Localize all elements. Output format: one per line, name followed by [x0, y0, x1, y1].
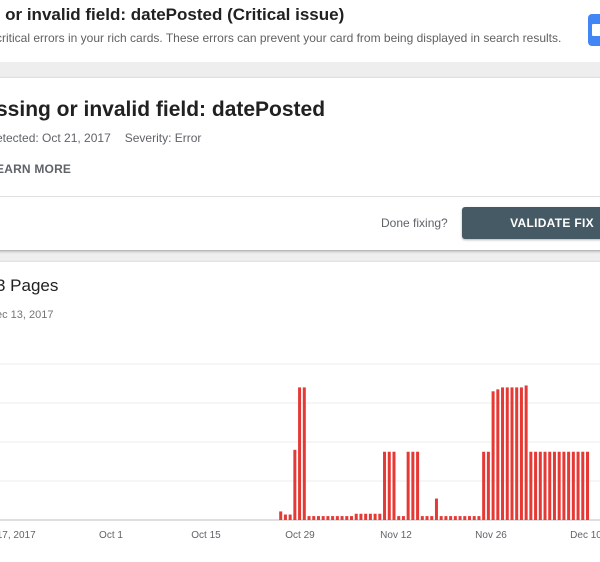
- chart-bar[interactable]: [458, 516, 462, 520]
- chart-bar[interactable]: [279, 511, 283, 520]
- issue-meta: etected: Oct 21, 2017 Severity: Error: [0, 131, 201, 145]
- chart-bar[interactable]: [430, 516, 434, 520]
- chart-bar[interactable]: [444, 516, 448, 520]
- chart-bar[interactable]: [449, 516, 453, 520]
- chart-bar[interactable]: [571, 451, 575, 520]
- chart-bar[interactable]: [406, 451, 410, 520]
- chart-bar[interactable]: [557, 451, 561, 520]
- chart-bar[interactable]: [392, 451, 396, 520]
- chart-bar[interactable]: [331, 516, 335, 520]
- chart-bar[interactable]: [482, 451, 486, 520]
- chart-bar[interactable]: [562, 451, 566, 520]
- chart-bar[interactable]: [416, 451, 420, 520]
- chart-bar[interactable]: [283, 514, 287, 520]
- chart-bar[interactable]: [364, 513, 368, 520]
- chart-bar[interactable]: [586, 451, 589, 520]
- x-tick-label: Nov 12: [380, 530, 412, 541]
- x-tick-label: o 17, 2017: [0, 530, 36, 541]
- validate-fix-label: VALIDATE FIX: [510, 216, 594, 230]
- share-button[interactable]: [588, 14, 600, 46]
- chart-date: ec 13, 2017: [0, 309, 54, 321]
- chart-bar[interactable]: [420, 516, 424, 520]
- chart-bar[interactable]: [519, 387, 523, 520]
- chart-bar[interactable]: [468, 516, 471, 520]
- chart-bar[interactable]: [359, 513, 363, 520]
- chart-bar[interactable]: [387, 451, 391, 520]
- chart-bar[interactable]: [345, 516, 349, 520]
- chart-bar[interactable]: [383, 451, 387, 520]
- chart-bar[interactable]: [335, 516, 339, 520]
- chart-bar[interactable]: [496, 389, 500, 520]
- severity: Severity: Error: [124, 131, 202, 145]
- chart-bar[interactable]: [477, 516, 481, 520]
- x-tick-label: Nov 26: [475, 530, 507, 541]
- error-chart: o 17, 2017 Oct 1 Oct 15 Oct 29 Nov 12 Nov 26 D…: [0, 363, 600, 541]
- chart-bar[interactable]: [463, 516, 467, 520]
- chart-card: 3 Pages ec 13, 2017 o 17, 2017 Oct 1 Oct 1…: [0, 262, 600, 562]
- chart-bar[interactable]: [434, 498, 438, 520]
- chart-bar[interactable]: [307, 516, 311, 520]
- chart-bar[interactable]: [288, 514, 292, 520]
- chart-bar[interactable]: [486, 451, 490, 520]
- issue-banner: g or invalid field: datePosted (Critical…: [0, 0, 600, 62]
- chart-bar[interactable]: [491, 391, 495, 520]
- x-tick-label: Oct 29: [285, 530, 315, 541]
- chart-bar[interactable]: [397, 516, 401, 520]
- x-tick-label: Oct 15: [191, 530, 221, 541]
- x-tick-label: Oct 1: [99, 530, 123, 541]
- banner-title: g or invalid field: datePosted (Critical…: [0, 5, 345, 24]
- chart-bar[interactable]: [453, 516, 457, 520]
- chart-bar[interactable]: [472, 516, 476, 520]
- chart-bar[interactable]: [401, 516, 405, 520]
- chart-bar[interactable]: [538, 451, 542, 520]
- chart-bar[interactable]: [326, 516, 330, 520]
- share-icon: [592, 24, 600, 36]
- validate-fix-button[interactable]: VALIDATE FIX: [462, 207, 600, 239]
- chart-bar[interactable]: [321, 516, 325, 520]
- chart-bar[interactable]: [576, 451, 580, 520]
- chart-bar[interactable]: [368, 513, 372, 520]
- done-fixing-label: Done fixing?: [381, 216, 448, 230]
- chart-bar[interactable]: [581, 451, 585, 520]
- chart-bar[interactable]: [529, 451, 533, 520]
- chart-bar[interactable]: [350, 516, 353, 520]
- banner-subtitle: critical errors in your rich cards. Thes…: [0, 31, 562, 45]
- chart-bar[interactable]: [543, 451, 547, 520]
- chart-bar[interactable]: [411, 451, 415, 520]
- chart-bar[interactable]: [524, 385, 528, 520]
- chart-bar[interactable]: [567, 451, 571, 520]
- chart-bar[interactable]: [510, 387, 514, 520]
- issue-title: ssing or invalid field: datePosted: [0, 98, 326, 121]
- issue-card: ssing or invalid field: datePosted etect…: [0, 78, 600, 250]
- chart-bar[interactable]: [425, 516, 429, 520]
- chart-bar[interactable]: [378, 513, 382, 520]
- chart-title: 3 Pages: [0, 276, 59, 295]
- chart-bar[interactable]: [340, 516, 344, 520]
- learn-more-link[interactable]: EARN MORE: [0, 162, 72, 176]
- chart-bar[interactable]: [552, 451, 556, 520]
- chart-bar[interactable]: [298, 387, 302, 520]
- chart-bar[interactable]: [515, 387, 519, 520]
- chart-bar[interactable]: [534, 451, 538, 520]
- x-tick-label: Dec 10: [570, 530, 600, 541]
- chart-bar[interactable]: [316, 516, 320, 520]
- divider: [0, 196, 600, 197]
- chart-bar[interactable]: [302, 387, 306, 520]
- chart-bar[interactable]: [548, 451, 552, 520]
- chart-bar[interactable]: [293, 449, 297, 520]
- chart-bar[interactable]: [354, 513, 358, 520]
- chart-bar[interactable]: [373, 513, 377, 520]
- chart-bar[interactable]: [439, 516, 443, 520]
- chart-bar[interactable]: [501, 387, 505, 520]
- chart-bar[interactable]: [505, 387, 509, 520]
- detected-date: etected: Oct 21, 2017: [0, 131, 111, 145]
- chart-bar[interactable]: [312, 516, 316, 520]
